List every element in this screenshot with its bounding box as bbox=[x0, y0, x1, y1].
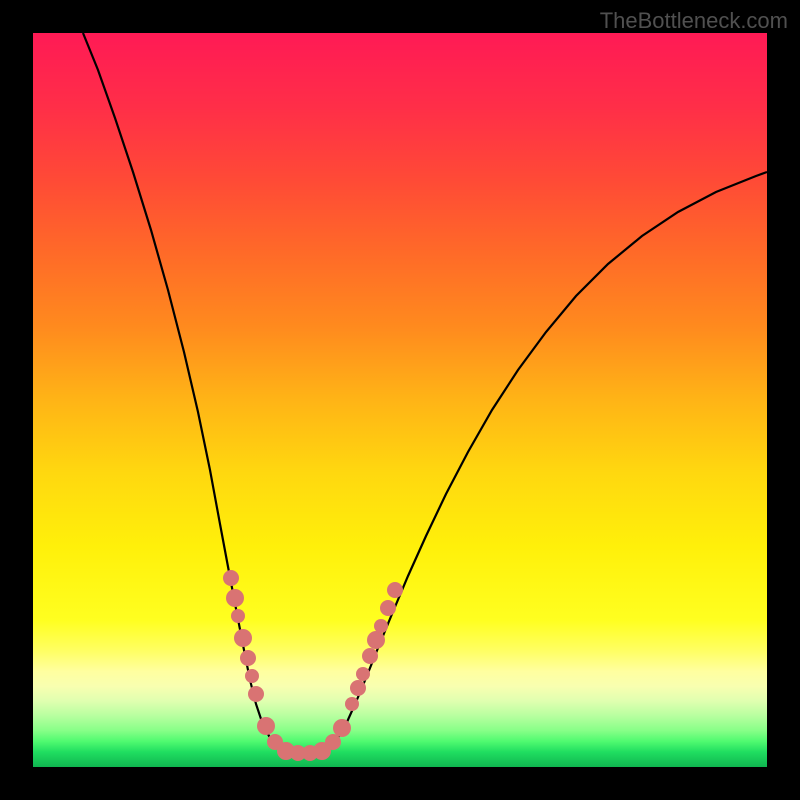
data-marker bbox=[387, 582, 403, 598]
data-marker bbox=[380, 600, 396, 616]
data-marker bbox=[362, 648, 378, 664]
plot-background bbox=[33, 33, 767, 767]
data-marker bbox=[223, 570, 239, 586]
data-marker bbox=[257, 717, 275, 735]
data-marker bbox=[325, 734, 341, 750]
data-marker bbox=[226, 589, 244, 607]
chart-container: TheBottleneck.com bbox=[0, 0, 800, 800]
data-marker bbox=[248, 686, 264, 702]
data-marker bbox=[374, 619, 388, 633]
data-marker bbox=[234, 629, 252, 647]
data-marker bbox=[231, 609, 245, 623]
data-marker bbox=[245, 669, 259, 683]
bottleneck-chart bbox=[0, 0, 800, 800]
data-marker bbox=[345, 697, 359, 711]
data-marker bbox=[356, 667, 370, 681]
data-marker bbox=[240, 650, 256, 666]
watermark-text: TheBottleneck.com bbox=[600, 8, 788, 34]
data-marker bbox=[350, 680, 366, 696]
data-marker bbox=[367, 631, 385, 649]
data-marker bbox=[333, 719, 351, 737]
